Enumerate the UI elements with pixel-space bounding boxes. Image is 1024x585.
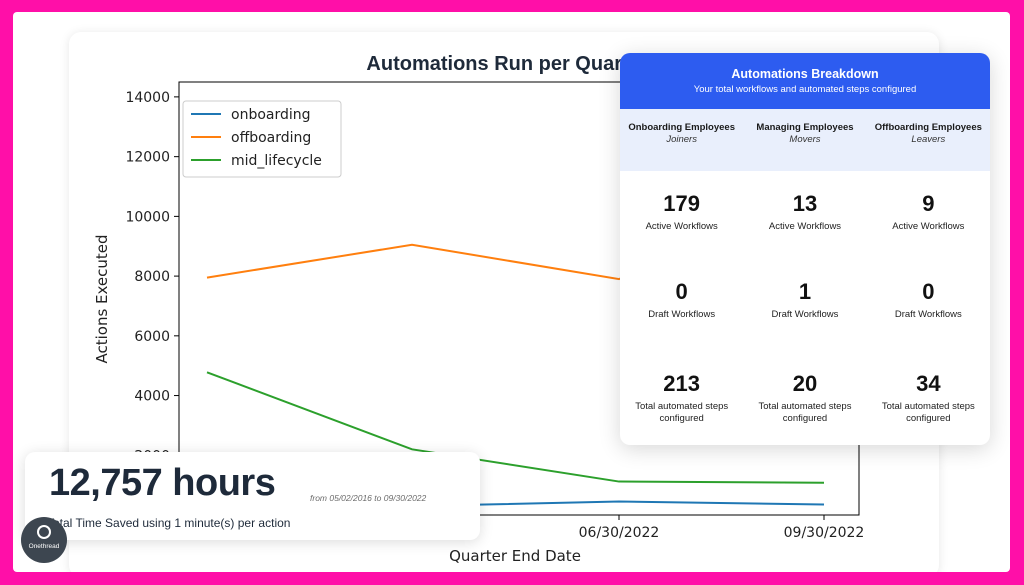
stat-value: 13 [792,191,818,216]
breakdown-column-headers: Onboarding Employees Joiners Managing Em… [620,109,990,171]
hours-caption: Total Time Saved using 1 minute(s) per a… [47,516,291,530]
x-tick-label: 06/30/2022 [579,525,660,541]
column-subtitle: Movers [789,134,821,145]
stat-label: Total automated steps configured [635,401,729,424]
stat-label: Total automated steps configured [881,401,975,424]
stat-value: 20 [792,371,818,396]
y-tick-label: 14000 [125,90,170,106]
stat-label: Draft Workflows [894,309,962,320]
draft-workflows-row: 0 Draft Workflows 1 Draft Workflows 0 Dr… [620,259,990,347]
stat-value: 0 [922,279,935,304]
y-tick-label: 4000 [134,389,170,405]
stat-value: 1 [798,279,812,304]
column-name: Offboarding Employees [874,122,982,133]
legend-label: offboarding [231,130,311,146]
stat-label: Active Workflows [768,221,842,232]
stat-cell: 213 Total automated steps configured [620,347,743,435]
column-name: Managing Employees [756,122,854,133]
time-saved-card: 12,757 hours from 05/02/2016 to 09/30/20… [25,452,480,540]
stat-label: Draft Workflows [648,309,716,320]
onethread-logo: Onethread [21,517,67,563]
stat-cell: 0 Draft Workflows [620,259,743,347]
onethread-logo-icon [37,525,51,539]
stat-value: 179 [663,191,701,216]
chart-title: Automations Run per Quarter [366,53,647,75]
stat-label: Active Workflows [892,221,965,232]
automated-steps-row: 213 Total automated steps configured 20 … [620,347,990,435]
stat-cell: 13 Active Workflows [743,171,866,259]
y-axis-label: Actions Executed [93,234,111,363]
series-line-mid_lifecycle [206,371,825,484]
column-subtitle: Joiners [666,134,697,145]
legend-label: mid_lifecycle [231,153,322,169]
automations-breakdown-card: Automations Breakdown Your total workflo… [620,53,990,445]
legend-box [182,100,342,178]
x-axis-label: Quarter End Date [449,547,581,565]
stat-cell: 9 Active Workflows [867,171,990,259]
stat-label: Draft Workflows [771,309,839,320]
stat-value: 34 [916,371,941,396]
column-header-joiners: Onboarding Employees Joiners [620,109,743,171]
hours-date-range: from 05/02/2016 to 09/30/2022 [310,493,427,503]
stat-label: Total automated steps configured [758,401,852,424]
breakdown-title: Automations Breakdown [731,67,879,81]
stat-value: 9 [922,191,935,216]
stat-value: 0 [675,279,688,304]
stat-cell: 1 Draft Workflows [743,259,866,347]
stat-cell: 179 Active Workflows [620,171,743,259]
x-tick-label: 09/30/2022 [784,525,865,541]
stat-cell: 0 Draft Workflows [867,259,990,347]
stat-label: Active Workflows [645,221,718,232]
y-tick-label: 8000 [134,269,170,285]
breakdown-header: Automations Breakdown Your total workflo… [620,53,990,109]
active-workflows-row: 179 Active Workflows 13 Active Workflows… [620,171,990,259]
y-tick-label: 10000 [125,209,170,225]
screenshot-frame: Automations Run per Quarter 20 0 0 4000 6000 8… [13,12,1010,572]
y-tick-label: 12000 [125,150,170,166]
legend-label: onboarding [231,107,311,123]
column-name: Onboarding Employees [628,122,735,133]
logo-text: Onethread [28,543,60,550]
hours-saved-value: 12,757 hours [49,462,276,504]
column-header-movers: Managing Employees Movers [743,109,866,171]
stat-value: 213 [663,371,701,396]
stat-cell: 20 Total automated steps configured [743,347,866,435]
breakdown-subtitle: Your total workflows and automated steps… [693,84,917,95]
column-subtitle: Leavers [911,134,946,145]
column-header-leavers: Offboarding Employees Leavers [867,109,990,171]
stat-cell: 34 Total automated steps configured [867,347,990,435]
y-tick-label: 6000 [134,329,170,345]
